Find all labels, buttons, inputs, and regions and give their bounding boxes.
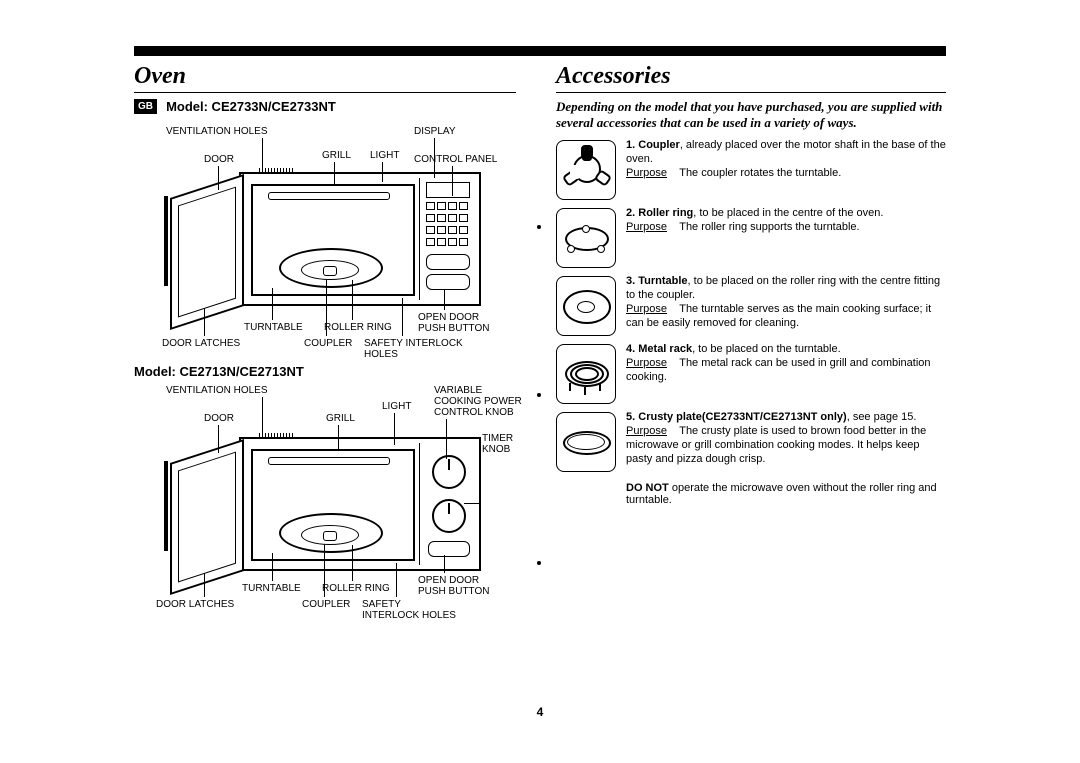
page-number: 4 bbox=[0, 705, 1080, 719]
turntable-icon bbox=[556, 276, 616, 336]
model2-text: Model: CE2713N/CE2713NT bbox=[134, 364, 516, 379]
acc1-purpose-label: Purpose bbox=[626, 167, 667, 179]
label2-light: LIGHT bbox=[382, 401, 411, 412]
rollerring-icon bbox=[556, 208, 616, 268]
label-light: LIGHT bbox=[370, 150, 399, 161]
acc3-name: Turntable bbox=[638, 275, 687, 287]
acc4-purpose: The metal rack can be used in grill and … bbox=[626, 357, 931, 383]
label-rollerring: ROLLER RING bbox=[324, 322, 392, 333]
acc4-purpose-label: Purpose bbox=[626, 357, 667, 369]
label2-rollerring: ROLLER RING bbox=[322, 583, 390, 594]
label2-grill: GRILL bbox=[326, 413, 355, 424]
do-not-warning: DO NOT operate the microwave oven withou… bbox=[556, 482, 946, 506]
acc5-purpose: The crusty plate is used to brown food b… bbox=[626, 425, 926, 466]
label2-coupler: COUPLER bbox=[302, 599, 350, 610]
acc5-purpose-label: Purpose bbox=[626, 425, 667, 437]
label2-knob: KNOB bbox=[482, 444, 510, 455]
label-pushbutton: PUSH BUTTON bbox=[418, 323, 490, 334]
label2-interlockholes: INTERLOCK HOLES bbox=[362, 610, 456, 621]
right-underline bbox=[556, 92, 946, 93]
gb-badge: GB bbox=[134, 99, 157, 114]
label2-door: DOOR bbox=[204, 413, 234, 424]
acc3-purpose-label: Purpose bbox=[626, 303, 667, 315]
accessory-rollerring: 2. Roller ring, to be placed in the cent… bbox=[556, 206, 946, 268]
diagram-ce2733: VENTILATION HOLES DOOR GRILL LIGHT DISPL… bbox=[134, 120, 516, 350]
top-rule bbox=[134, 46, 946, 56]
label2-cookingpower: COOKING POWER bbox=[434, 396, 522, 407]
label2-controlknob: CONTROL KNOB bbox=[434, 407, 514, 418]
metalrack-icon bbox=[556, 344, 616, 404]
acc1-name: Coupler bbox=[638, 139, 680, 151]
label2-ventilation: VENTILATION HOLES bbox=[166, 385, 268, 396]
label2-variable: VARIABLE bbox=[434, 385, 482, 396]
donot-bold: DO NOT bbox=[626, 482, 669, 494]
accessory-coupler: 1. Coupler, already placed over the moto… bbox=[556, 138, 946, 200]
acc4-name: Metal rack bbox=[638, 343, 692, 355]
acc5-name: Crusty plate(CE2733NT/CE2713NT only) bbox=[638, 411, 846, 423]
model1-header: GB Model: CE2733N/CE2733NT bbox=[134, 99, 516, 114]
accessories-intro: Depending on the model that you have pur… bbox=[556, 99, 946, 132]
manual-page: Oven GB Model: CE2733N/CE2733NT bbox=[0, 0, 1080, 763]
label-grill: GRILL bbox=[322, 150, 351, 161]
label-holes: HOLES bbox=[364, 349, 398, 360]
label-opendoor: OPEN DOOR bbox=[418, 312, 479, 323]
accessory-metalrack: 4. Metal rack, to be placed on the turnt… bbox=[556, 342, 946, 404]
acc3-num: 3. bbox=[626, 275, 635, 287]
diagram-ce2713: VENTILATION HOLES DOOR GRILL LIGHT VARIA… bbox=[134, 385, 516, 635]
acc5-desc: , see page 15. bbox=[847, 411, 917, 423]
oven-title: Oven bbox=[134, 64, 516, 88]
label2-pushbutton: PUSH BUTTON bbox=[418, 586, 490, 597]
acc2-purpose: The roller ring supports the turntable. bbox=[679, 221, 859, 233]
label2-safety: SAFETY bbox=[362, 599, 401, 610]
label-door: DOOR bbox=[204, 154, 234, 165]
label-safety-interlock: SAFETY INTERLOCK bbox=[364, 338, 463, 349]
label-coupler: COUPLER bbox=[304, 338, 352, 349]
acc4-num: 4. bbox=[626, 343, 635, 355]
label-ventilation: VENTILATION HOLES bbox=[166, 126, 268, 137]
accessory-turntable: 3. Turntable, to be placed on the roller… bbox=[556, 274, 946, 336]
acc2-purpose-label: Purpose bbox=[626, 221, 667, 233]
accessories-title: Accessories bbox=[556, 64, 946, 88]
acc5-num: 5. bbox=[626, 411, 635, 423]
donot-rest: operate the microwave oven without the r… bbox=[626, 482, 937, 506]
acc2-num: 2. bbox=[626, 207, 635, 219]
label-control-panel: CONTROL PANEL bbox=[414, 154, 497, 165]
label-display: DISPLAY bbox=[414, 126, 456, 137]
acc1-purpose: The coupler rotates the turntable. bbox=[679, 167, 841, 179]
acc2-desc: , to be placed in the centre of the oven… bbox=[693, 207, 883, 219]
label2-turntable: TURNTABLE bbox=[242, 583, 301, 594]
crustyplate-icon bbox=[556, 412, 616, 472]
left-column: Oven GB Model: CE2733N/CE2733NT bbox=[134, 64, 516, 649]
acc1-num: 1. bbox=[626, 139, 635, 151]
label2-opendoor: OPEN DOOR bbox=[418, 575, 479, 586]
label2-doorlatches: DOOR LATCHES bbox=[156, 599, 234, 610]
acc4-desc: , to be placed on the turntable. bbox=[692, 343, 841, 355]
model1-text: Model: CE2733N/CE2733NT bbox=[166, 99, 336, 114]
right-column: Accessories Depending on the model that … bbox=[556, 64, 946, 506]
perforation-dots bbox=[534, 225, 544, 565]
accessory-crustyplate: 5. Crusty plate(CE2733NT/CE2713NT only),… bbox=[556, 410, 946, 472]
acc2-name: Roller ring bbox=[638, 207, 693, 219]
label2-timer: TIMER bbox=[482, 433, 513, 444]
acc3-purpose: The turntable serves as the main cooking… bbox=[626, 303, 931, 329]
left-underline bbox=[134, 92, 516, 93]
label-doorlatches: DOOR LATCHES bbox=[162, 338, 240, 349]
label-turntable: TURNTABLE bbox=[244, 322, 303, 333]
coupler-icon bbox=[556, 140, 616, 200]
